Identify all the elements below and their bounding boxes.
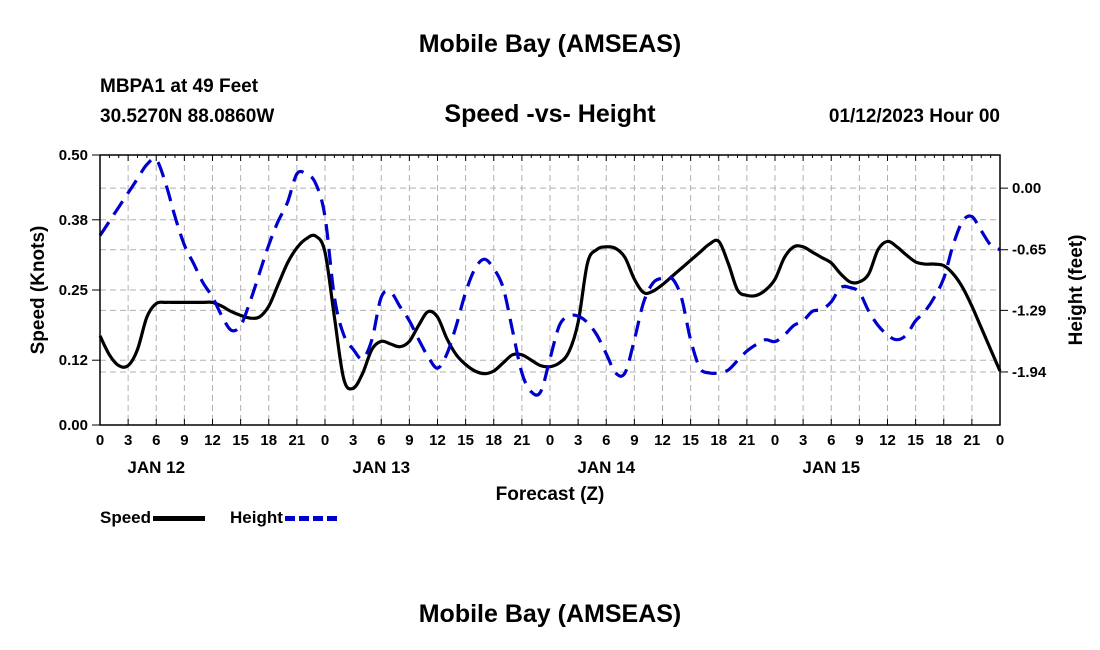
x-tick-label: 9 [855,432,863,449]
speed-vs-height-chart: 0 3 6 9 12 15 18 21 0 3 6 9 12 15 18 21 0 3 6 9 12 15 18 21 0 3 6 9… [28,147,1087,505]
x-tick-label: 18 [935,432,952,449]
series-height-line [98,157,1001,397]
x-tick-label: 15 [907,432,924,449]
x-tick-label: 9 [180,432,188,449]
station-coordinates: 30.5270N 88.0860W [100,106,275,127]
legend-speed: Speed [100,508,206,528]
y-tick-label: 0.25 [59,282,88,299]
x-tick-label: 9 [630,432,638,449]
x-tick-label: 6 [602,432,610,449]
date-label: JAN 13 [352,458,410,477]
x-tick-label: 15 [232,432,249,449]
x-tick-label: 6 [827,432,835,449]
station-label: MBPA1 at 49 Feet [100,76,259,97]
x-tick-label: 12 [429,432,446,449]
x-tick-label: 0 [321,432,329,449]
y2-tick-label: 0.00 [1012,180,1041,197]
x-tick-label: 21 [289,432,306,449]
x-tick-label: 21 [964,432,981,449]
legend-speed-swatch [153,516,206,522]
chart-labels: 0 3 6 9 12 15 18 21 0 3 6 9 12 15 18 21 0 3 6 9 12 15 18 21 0 3 6 9… [28,147,1087,505]
y-axis-title: Speed (Knots) [28,226,49,355]
y-tick-label: 0.00 [59,417,88,434]
date-label: JAN 12 [127,458,185,477]
y-tick-label: 0.50 [59,147,88,164]
x-tick-label: 12 [204,432,221,449]
chart-series [98,157,1002,397]
chart-grid [100,155,1000,425]
y2-axis-title: Height (feet) [1066,235,1087,346]
x-tick-label: 3 [574,432,582,449]
chart-ticks [92,154,1008,426]
x-tick-label: 3 [349,432,357,449]
x-tick-label: 21 [739,432,756,449]
x-axis-title: Forecast (Z) [496,484,605,505]
legend-height-label: Height [230,508,283,527]
forecast-run-time: 01/12/2023 Hour 00 [828,106,1000,127]
legend-height-swatch [284,516,337,522]
x-tick-label: 0 [96,432,104,449]
x-tick-label: 12 [654,432,671,449]
x-tick-label: 3 [799,432,807,449]
repeated-chart-title: Mobile Bay (AMSEAS) [418,600,682,628]
legend-height: Height [230,508,337,528]
x-tick-label: 0 [771,432,779,449]
date-label: JAN 14 [577,458,635,477]
x-tick-label: 0 [996,432,1004,449]
legend-speed-label: Speed [100,508,152,527]
x-tick-label: 12 [879,432,896,449]
x-tick-label: 21 [514,432,531,449]
x-tick-label: 6 [152,432,160,449]
x-tick-label: 15 [682,432,699,449]
x-tick-label: 18 [485,432,502,449]
x-tick-label: 6 [377,432,385,449]
x-tick-label: 9 [405,432,413,449]
x-tick-label: 3 [124,432,132,449]
x-tick-label: 18 [260,432,277,449]
main-title: Mobile Bay (AMSEAS) [418,30,682,58]
date-label: JAN 15 [802,458,860,477]
y-tick-label: 0.12 [59,352,88,369]
x-tick-label: 15 [457,432,474,449]
x-tick-label: 18 [710,432,727,449]
chart-title: Speed -vs- Height [444,100,656,128]
y2-tick-label: -1.94 [1012,364,1047,381]
y2-tick-label: -0.65 [1012,242,1046,259]
y2-tick-label: -1.29 [1012,302,1046,319]
y-tick-label: 0.38 [59,212,88,229]
x-tick-label: 0 [546,432,554,449]
series-speed-line [98,233,1002,391]
